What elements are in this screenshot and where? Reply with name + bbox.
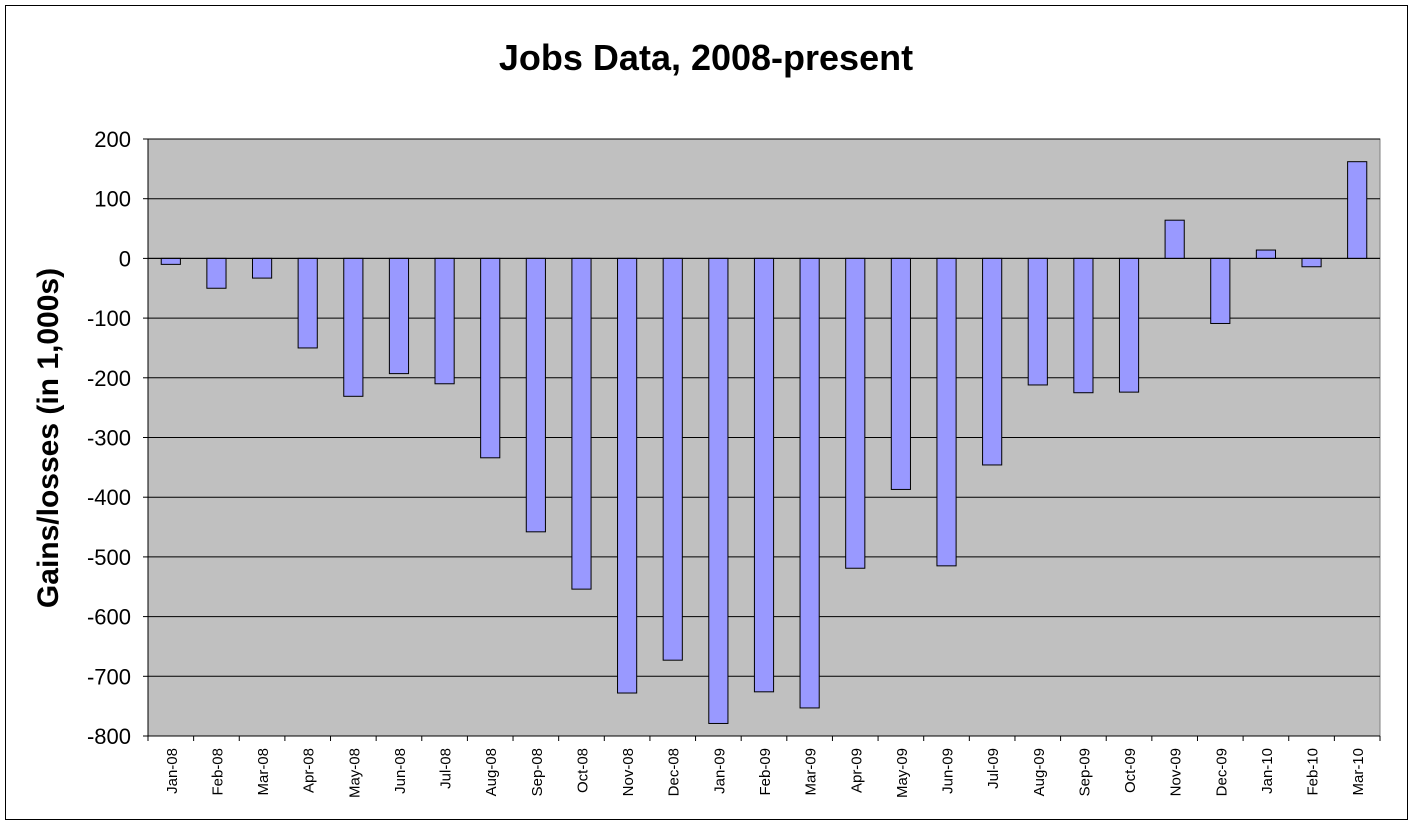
bar	[251, 257, 273, 279]
x-tick-label: Oct-08	[574, 748, 591, 793]
x-tick-label: May-09	[894, 748, 911, 798]
bar	[1118, 257, 1140, 393]
x-tick-label: Apr-09	[848, 748, 865, 793]
x-tick-label: Jan-09	[711, 748, 728, 794]
x-tick-label: Feb-10	[1305, 748, 1322, 796]
x-tick-label: Jan-10	[1259, 748, 1276, 794]
x-tick-label: Feb-08	[209, 748, 226, 796]
y-tick-label: -400	[87, 485, 131, 510]
x-tick-label: May-08	[346, 748, 363, 798]
bar	[1347, 161, 1368, 259]
bar	[1255, 249, 1277, 259]
x-tick-label: Feb-09	[757, 748, 774, 796]
bar	[571, 257, 592, 590]
bar	[1210, 257, 1231, 324]
y-tick-label: 200	[94, 127, 131, 152]
y-tick-label: -300	[87, 426, 131, 451]
x-tick-label: Nov-09	[1168, 748, 1185, 796]
x-tick-label: Aug-08	[483, 748, 500, 796]
bar	[936, 257, 957, 567]
bar	[799, 257, 820, 709]
bar	[1027, 257, 1048, 386]
bar	[160, 257, 181, 265]
x-tick-label: Mar-10	[1350, 748, 1367, 796]
y-tick-label: -500	[87, 545, 131, 570]
bar	[480, 257, 501, 459]
y-tick-label: -600	[87, 605, 131, 630]
x-tick-label: Aug-09	[1031, 748, 1048, 796]
x-tick-label: Sep-09	[1076, 748, 1093, 796]
bar	[297, 257, 318, 349]
y-tick-label: -200	[87, 366, 131, 391]
bar	[617, 257, 638, 694]
y-tick-label: 100	[94, 187, 131, 212]
chart-title: Jobs Data, 2008-present	[499, 37, 913, 78]
bar	[890, 257, 911, 490]
x-tick-label: Dec-09	[1213, 748, 1230, 796]
x-tick-label: Mar-09	[803, 748, 820, 796]
bar	[206, 257, 227, 289]
x-tick-label: Jan-08	[164, 748, 181, 794]
y-tick-label: -800	[87, 724, 131, 749]
x-tick-label: Mar-08	[255, 748, 272, 796]
y-tick-label: -700	[87, 664, 131, 689]
x-tick-label: Jul-08	[438, 748, 455, 789]
y-axis-label: Gains/losses (in 1,000s)	[32, 268, 65, 608]
bar	[662, 257, 683, 661]
bar	[1164, 219, 1185, 259]
plot-area: 200 100 0 -100 -200 -300 -400 -500 -600 -700 -800 J…	[87, 127, 1381, 798]
x-tick-label: Jul-09	[985, 748, 1002, 789]
y-tick-label: -100	[87, 306, 131, 331]
bar	[708, 257, 729, 724]
bar	[845, 257, 866, 569]
x-tick-label: Apr-08	[301, 748, 318, 793]
bar	[525, 257, 546, 533]
bar	[982, 257, 1003, 466]
bar	[1301, 257, 1322, 268]
bar	[434, 257, 455, 385]
bar	[753, 257, 775, 693]
x-tick-label: Dec-08	[666, 748, 683, 796]
x-tick-label: Oct-09	[1122, 748, 1139, 793]
x-tick-label: Nov-08	[620, 748, 637, 796]
bar	[388, 257, 410, 375]
x-tick-label: Jun-08	[392, 748, 409, 794]
bar	[343, 257, 364, 397]
bar	[1073, 257, 1094, 394]
x-tick-label: Sep-08	[529, 748, 546, 796]
y-tick-label: 0	[119, 246, 131, 271]
x-tick-label: Jun-09	[940, 748, 957, 794]
